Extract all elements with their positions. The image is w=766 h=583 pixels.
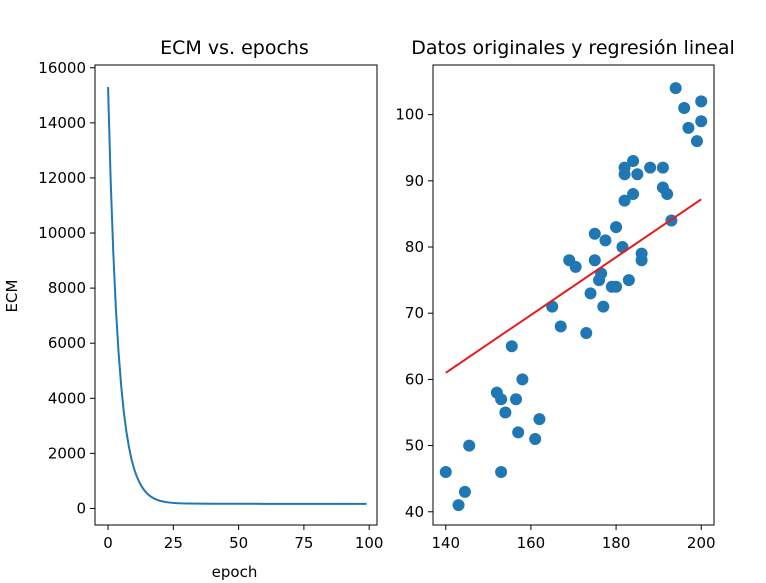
right-x-tick-label: 180 xyxy=(602,534,631,552)
right-x-tick-label: 200 xyxy=(687,534,716,552)
left-y-tick-label: 10000 xyxy=(38,224,86,242)
data-point xyxy=(505,340,518,353)
ecm-series-line xyxy=(107,87,367,505)
data-point xyxy=(510,393,523,406)
data-point xyxy=(499,406,512,419)
regression-line xyxy=(445,198,702,374)
data-point xyxy=(529,432,542,445)
data-point xyxy=(695,95,708,108)
data-point xyxy=(554,320,567,333)
left-x-tick-label: 25 xyxy=(164,534,183,552)
left-y-tick-label: 6000 xyxy=(48,334,86,352)
data-point xyxy=(610,280,623,293)
left-x-ticks: 0 25 50 75 100 xyxy=(103,525,383,552)
data-point xyxy=(439,466,452,479)
ecm-vs-epochs-panel: ECM vs. epochs 0 25 50 75 100 0 2000 4000 6000 8… xyxy=(3,37,383,581)
right-y-tick-label: 50 xyxy=(405,437,424,455)
data-point xyxy=(678,102,691,115)
data-point xyxy=(569,260,582,273)
data-point xyxy=(661,188,674,201)
regression-panel: Datos originales y regresión lineal 140 1… xyxy=(395,37,734,552)
right-y-tick-label: 60 xyxy=(405,370,424,388)
left-plot-area xyxy=(107,87,367,505)
right-plot-area xyxy=(439,82,708,512)
data-point xyxy=(588,227,601,240)
left-y-axis-label: ECM xyxy=(3,280,21,313)
data-point xyxy=(584,287,597,300)
left-x-tick-label: 75 xyxy=(294,534,313,552)
left-x-tick-label: 0 xyxy=(103,534,113,552)
left-y-tick-label: 16000 xyxy=(38,59,86,77)
data-point xyxy=(463,439,476,452)
data-point xyxy=(516,373,529,386)
data-point xyxy=(616,241,629,254)
data-point xyxy=(690,135,703,148)
data-point xyxy=(533,413,546,426)
data-point xyxy=(495,393,508,406)
left-axes-frame xyxy=(94,64,378,526)
data-point xyxy=(452,499,465,512)
left-y-tick-label: 8000 xyxy=(48,279,86,297)
left-x-axis-label: epoch xyxy=(212,563,258,581)
data-point xyxy=(682,121,695,134)
right-y-tick-label: 100 xyxy=(395,106,424,124)
data-point xyxy=(580,327,593,340)
right-x-tick-label: 160 xyxy=(517,534,546,552)
right-x-tick-label: 140 xyxy=(431,534,460,552)
right-axes-frame xyxy=(432,64,715,526)
left-y-ticks: 0 2000 4000 6000 8000 10000 12000 14000 16000 xyxy=(38,59,95,517)
data-point xyxy=(635,254,648,267)
right-x-ticks: 140 160 180 200 xyxy=(431,525,716,552)
data-point xyxy=(622,274,635,287)
data-point xyxy=(597,300,610,313)
data-point xyxy=(618,168,631,181)
left-y-tick-label: 0 xyxy=(76,499,86,517)
right-y-tick-label: 80 xyxy=(405,238,424,256)
right-y-tick-label: 40 xyxy=(405,503,424,521)
data-point xyxy=(644,161,657,174)
data-point xyxy=(627,154,640,167)
right-y-ticks: 40 50 60 70 80 90 100 xyxy=(395,106,433,521)
right-y-tick-label: 90 xyxy=(405,172,424,190)
data-point xyxy=(458,485,471,498)
left-y-tick-label: 4000 xyxy=(48,389,86,407)
data-point xyxy=(627,188,640,201)
data-point xyxy=(656,161,669,174)
data-point xyxy=(669,82,682,95)
left-x-tick-label: 50 xyxy=(229,534,248,552)
data-point xyxy=(631,168,644,181)
data-point xyxy=(618,194,631,207)
data-point xyxy=(599,234,612,247)
right-y-tick-label: 70 xyxy=(405,304,424,322)
data-point xyxy=(512,426,525,439)
left-y-tick-label: 14000 xyxy=(38,114,86,132)
left-x-tick-label: 100 xyxy=(355,534,384,552)
right-chart-title: Datos originales y regresión lineal xyxy=(411,37,735,59)
data-point xyxy=(495,466,508,479)
left-chart-title: ECM vs. epochs xyxy=(160,37,309,59)
left-y-tick-label: 2000 xyxy=(48,444,86,462)
data-point xyxy=(610,221,623,234)
data-point xyxy=(588,254,601,267)
left-y-tick-label: 12000 xyxy=(38,169,86,187)
data-point xyxy=(695,115,708,128)
